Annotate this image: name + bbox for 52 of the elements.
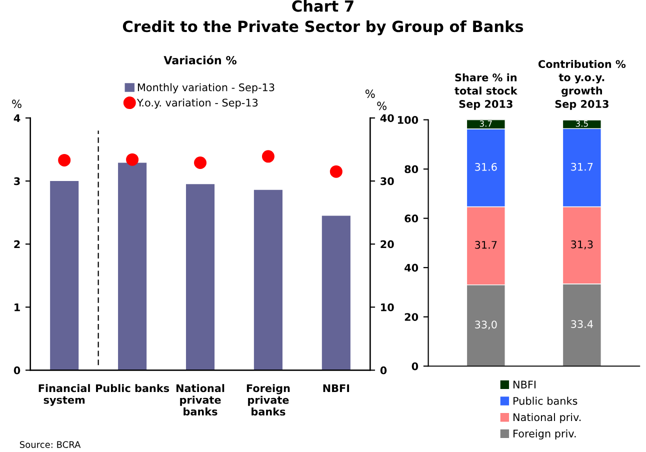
- y-tick-label: 2: [14, 240, 20, 248]
- data-label: 33,0: [475, 320, 497, 330]
- point: [330, 165, 342, 178]
- legend-label: Y.o.y. variation - Sep-13: [136, 98, 258, 109]
- y-tick-label: 60: [404, 214, 418, 222]
- y-axis-title: %: [377, 102, 386, 110]
- x-tick-label: Contribution % to y.o.y. growth Sep 2013: [538, 60, 626, 110]
- point: [126, 153, 139, 166]
- data-label: 31.7: [571, 162, 593, 171]
- y-tick-label: 1: [14, 303, 20, 312]
- x-tick-label: NBFI: [323, 384, 350, 392]
- x-tick-label: Foreign private banks: [246, 384, 290, 416]
- bar: [254, 190, 282, 370]
- bar: [118, 162, 147, 370]
- y-tick-label: 100: [398, 116, 418, 124]
- bar: [322, 216, 350, 370]
- bar: [186, 184, 215, 370]
- data-label: 31.7: [475, 240, 497, 249]
- x-tick-label: National private banks: [176, 384, 224, 416]
- legend-label: Monthly variation - Sep-13: [138, 83, 274, 94]
- y-tick-label: 3: [14, 177, 20, 186]
- y-axis-title: %: [12, 100, 22, 108]
- x-tick-label: Share % in total stock Sep 2013: [454, 73, 518, 110]
- y2-tick-label: 30: [380, 177, 394, 186]
- data-label: 33.4: [571, 320, 593, 328]
- y2-tick-label: 0: [380, 366, 387, 374]
- legend-label: National priv.: [514, 413, 581, 424]
- data-label: 31.6: [475, 162, 497, 171]
- y-tick-label: 20: [404, 313, 418, 321]
- data-label: 31,3: [571, 240, 593, 250]
- point: [262, 150, 274, 163]
- point: [194, 156, 207, 169]
- x-tick-label: Public banks: [96, 384, 170, 392]
- y2-tick-label: 40: [380, 114, 394, 122]
- y-tick-label: 40: [404, 264, 418, 272]
- x-tick-label: Financial system: [38, 384, 90, 406]
- y-tick-label: 80: [404, 165, 418, 174]
- y2-tick-label: 20: [380, 240, 394, 248]
- legend-label: Foreign priv.: [514, 429, 576, 440]
- point: [58, 154, 71, 166]
- y-tick-label: 0: [14, 366, 20, 374]
- y-tick-label: 0: [412, 362, 418, 370]
- bar: [50, 181, 79, 370]
- chart-subtitle: Credit to the Private Sector by Group of Banks: [122, 20, 524, 36]
- legend-title: Variación %: [164, 55, 237, 64]
- y2-tick-label: 10: [381, 303, 394, 312]
- y-tick-label: 4: [14, 114, 20, 122]
- source-note: Source: BCRA: [20, 441, 81, 448]
- data-label: 3.7: [480, 120, 492, 127]
- y2-axis-title: %: [365, 90, 375, 98]
- data-label: 3.5: [576, 120, 588, 127]
- chart-title: Chart 7: [292, 0, 354, 12]
